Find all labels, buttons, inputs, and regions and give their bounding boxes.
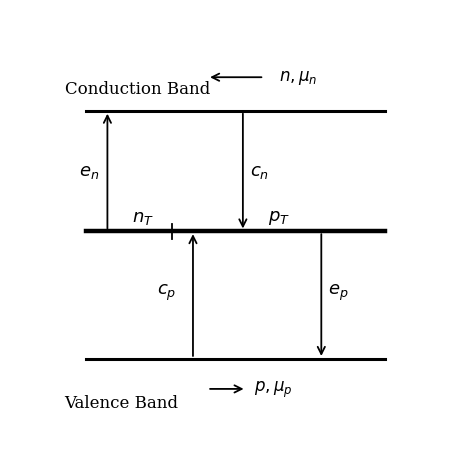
Text: Valence Band: Valence Band: [64, 394, 178, 411]
Text: $p_T$: $p_T$: [267, 208, 289, 226]
Text: $p, \mu_p$: $p, \mu_p$: [253, 379, 291, 399]
Text: Conduction Band: Conduction Band: [64, 80, 209, 97]
Text: $n, \mu_n$: $n, \mu_n$: [278, 69, 316, 87]
Text: $n_T$: $n_T$: [132, 208, 154, 226]
Text: $c_n$: $c_n$: [250, 163, 269, 181]
Text: $e_p$: $e_p$: [328, 282, 348, 302]
Text: $c_p$: $c_p$: [157, 282, 176, 302]
Text: $e_n$: $e_n$: [79, 163, 99, 181]
